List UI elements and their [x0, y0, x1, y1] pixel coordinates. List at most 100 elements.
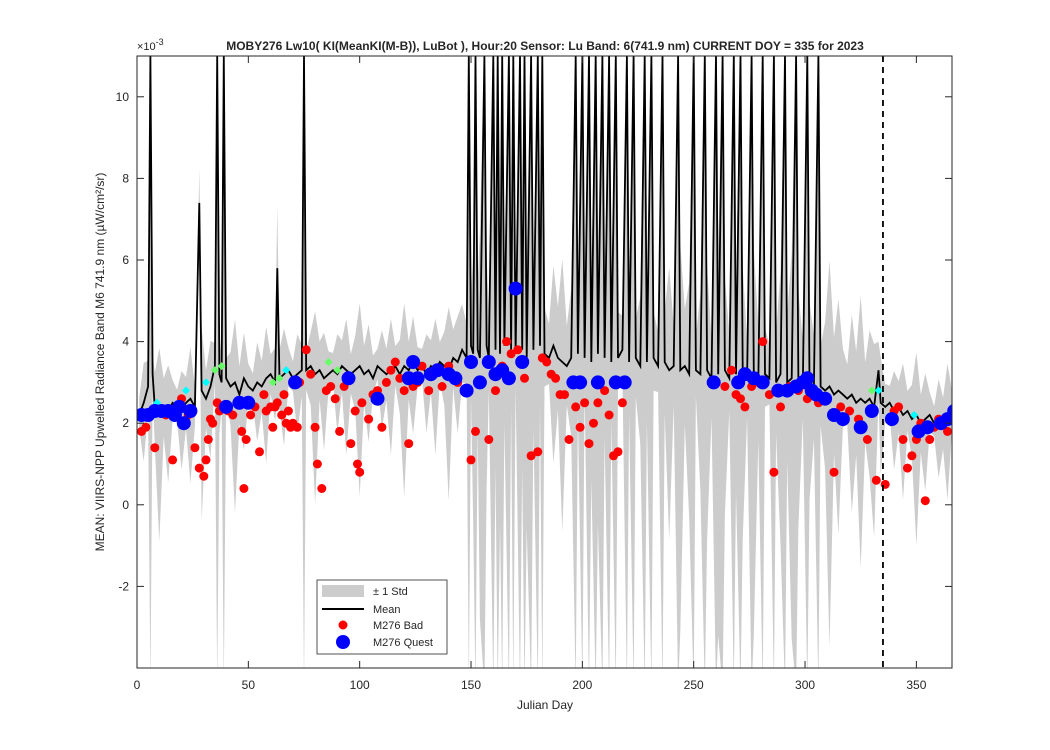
bad-point-47	[330, 394, 340, 404]
bad-point-98	[593, 398, 603, 408]
axis-layer: 0 50 100 150 200 250 300 350 -2 0 2 4 6 8 10	[116, 56, 952, 692]
bad-point-114	[776, 402, 785, 412]
bad-point-1	[141, 422, 151, 432]
bad-point-2	[150, 443, 160, 453]
bad-point-58	[377, 422, 387, 432]
x-tick-label-50: 50	[242, 678, 256, 692]
quest-point-22	[459, 383, 474, 398]
bad-point-53	[355, 467, 365, 477]
quest-point-51	[853, 420, 868, 435]
bad-point-23	[246, 410, 256, 420]
bad-point-99	[600, 386, 610, 396]
bad-point-113	[769, 467, 779, 477]
bad-point-9	[199, 471, 209, 481]
axes-box	[136, 55, 953, 669]
quest-point-14	[370, 391, 385, 406]
bad-point-108	[740, 402, 750, 412]
bad-point-87	[542, 357, 552, 367]
quest-point-45	[800, 371, 815, 386]
bad-point-89	[551, 373, 561, 383]
bad-point-40	[301, 345, 311, 355]
quest-point-53	[884, 412, 899, 427]
bad-point-46	[326, 382, 336, 391]
good-point-9	[333, 366, 342, 375]
bad-point-96	[584, 439, 594, 449]
good-point-2	[202, 378, 211, 387]
quest-point-23	[464, 355, 478, 369]
quest-point-36	[706, 375, 721, 390]
quest-point-52	[864, 404, 879, 418]
bad-point-62	[395, 373, 405, 383]
y-tick-label-6: 6	[122, 253, 129, 267]
good-point-3	[210, 366, 219, 375]
quest-point-13	[341, 371, 356, 386]
x-axis-label: Julian Day	[517, 698, 573, 712]
bad-point-7	[190, 443, 200, 453]
bad-point-48	[335, 426, 345, 436]
quest-point-25	[481, 355, 496, 369]
bad-point-64	[404, 439, 414, 449]
bad-point-130	[903, 463, 912, 473]
bad-point-60	[386, 365, 396, 375]
bad-point-70	[437, 382, 447, 391]
bad-point-135	[925, 435, 935, 444]
bad-point-103	[617, 398, 627, 408]
quest-point-58	[947, 404, 952, 418]
bad-point-52	[353, 459, 362, 469]
quest-point-24	[472, 375, 487, 390]
good-point-6	[275, 374, 284, 383]
bad-point-82	[513, 345, 523, 355]
bad-point-93	[571, 402, 581, 412]
bad-point-21	[239, 484, 249, 493]
quest-point-21	[448, 371, 463, 386]
bad-point-59	[381, 377, 391, 387]
quest-point-28	[501, 371, 516, 386]
good-point-8	[324, 358, 333, 366]
bad-point-33	[279, 390, 289, 400]
bad-point-134	[920, 496, 930, 506]
legend-quest-swatch	[336, 635, 350, 649]
bad-point-125	[871, 475, 881, 485]
quest-point-55	[920, 420, 935, 435]
quest-point-16	[406, 355, 421, 369]
bad-point-77	[484, 435, 494, 444]
bad-point-25	[255, 447, 264, 457]
chart-title: MOBY276 Lw10( KI(MeanKI(M-B)), LuBot ), …	[226, 39, 864, 53]
bad-point-97	[589, 418, 598, 428]
legend-mean-label: Mean	[373, 604, 401, 616]
legend-std-swatch	[322, 585, 364, 597]
bad-point-91	[560, 390, 569, 400]
legend-std-label: ± 1 Std	[373, 586, 408, 598]
good-point-10	[867, 386, 876, 395]
legend-bad-swatch	[338, 620, 348, 630]
bad-point-129	[898, 435, 908, 444]
bad-point-78	[491, 386, 500, 396]
bad-point-80	[502, 337, 512, 347]
y-tick-label-2: 2	[122, 416, 129, 430]
y-tick-label-10: 10	[116, 90, 130, 104]
bad-point-84	[526, 451, 536, 461]
bad-point-8	[194, 463, 204, 473]
bad-point-61	[390, 357, 400, 367]
quest-point-33	[590, 375, 605, 390]
bad-point-20	[237, 426, 247, 436]
bad-point-74	[466, 455, 476, 465]
quest-point-19	[430, 363, 445, 378]
bad-point-42	[310, 422, 320, 432]
bad-point-139	[943, 426, 952, 436]
bad-point-121	[836, 402, 846, 412]
bad-point-44	[317, 484, 327, 493]
bad-point-68	[424, 386, 434, 396]
y-tick-label-8: 8	[122, 171, 129, 185]
quest-point-30	[515, 355, 530, 369]
bad-point-104	[720, 382, 730, 391]
bad-point-38	[292, 422, 302, 432]
bad-point-128	[894, 402, 904, 412]
quest-point-11	[241, 395, 256, 410]
bad-point-29	[268, 422, 278, 432]
bad-point-107	[736, 394, 745, 404]
legend-bad-label: M276 Bad	[373, 620, 423, 632]
bad-point-95	[580, 398, 590, 408]
quest-point-6	[172, 399, 187, 414]
